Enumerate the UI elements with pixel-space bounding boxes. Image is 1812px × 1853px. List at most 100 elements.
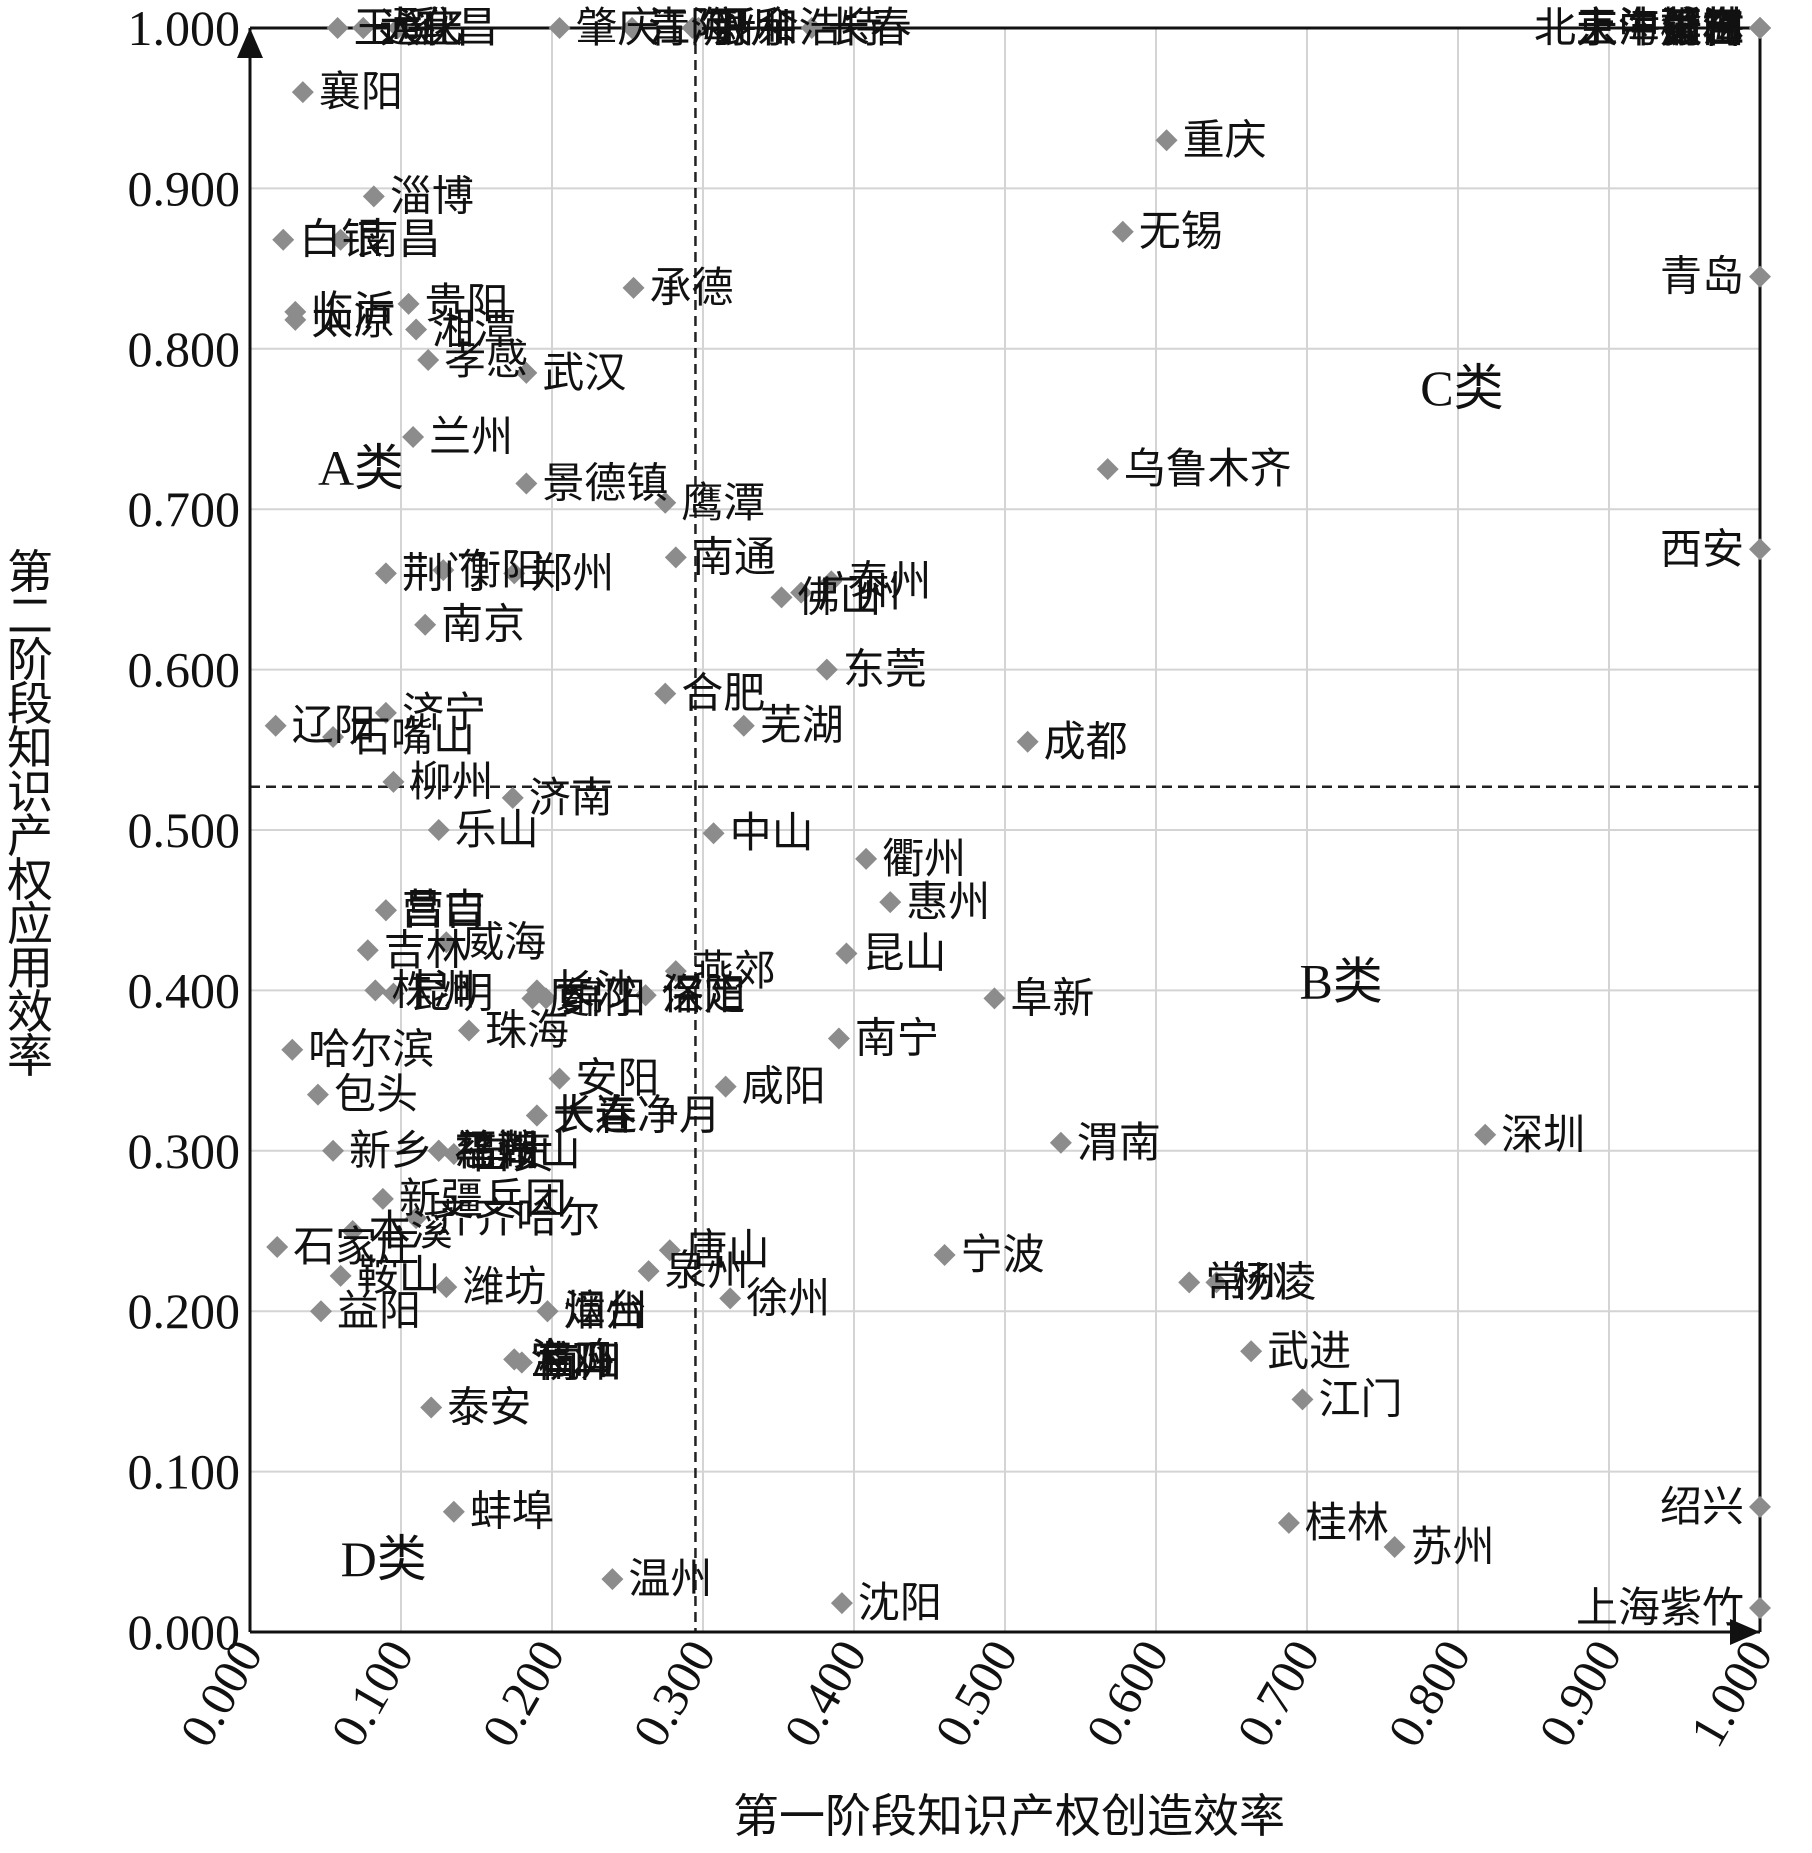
- data-point: [521, 987, 544, 1010]
- point-label: 乌鲁木齐: [1124, 444, 1292, 493]
- point-label: 烟台: [563, 1286, 647, 1335]
- point-label: 阜新: [1010, 973, 1094, 1022]
- point-label: 燕郊: [692, 946, 776, 995]
- data-point: [827, 1027, 850, 1050]
- x-tick-label: 0.400: [773, 1631, 878, 1756]
- y-tick-label: 0.500: [128, 802, 241, 858]
- data-point: [830, 1592, 853, 1615]
- data-point: [536, 1300, 559, 1323]
- point-label: 郑州: [530, 548, 614, 597]
- point-label: 淄博: [390, 171, 474, 220]
- point-label: 大庆: [379, 3, 463, 52]
- data-point: [790, 581, 813, 604]
- data-point: [266, 1236, 289, 1259]
- y-axis-title-char: 产: [7, 809, 53, 863]
- point-label: 昆山: [862, 929, 946, 978]
- point-label: 昆明: [409, 969, 493, 1018]
- point-label: 哈尔滨: [308, 1025, 434, 1074]
- point-label: 延吉: [1660, 3, 1744, 52]
- point-label: 本溪: [369, 1206, 453, 1255]
- point-label: 绍兴: [1660, 1482, 1744, 1531]
- point-label: 益阳: [337, 1286, 421, 1335]
- region-label: B类: [1299, 953, 1382, 1009]
- data-point: [386, 17, 409, 39]
- data-point: [719, 1287, 742, 1310]
- point-label: 南宁: [855, 1014, 939, 1063]
- point-label: 芜湖: [760, 701, 844, 750]
- y-axis-title-char: 阶: [7, 633, 53, 687]
- point-label: 慈湖: [455, 1126, 539, 1175]
- point-label: 南通: [692, 532, 776, 581]
- point-label: 新余: [714, 3, 798, 52]
- y-tick-label: 0.000: [128, 1604, 241, 1660]
- point-label: 湘潭: [432, 305, 516, 354]
- y-axis-title-char: 应: [7, 897, 53, 951]
- y-tick-label: 0.100: [128, 1444, 241, 1500]
- point-label: 武进: [1267, 1326, 1351, 1375]
- y-axis-title-char: 识: [7, 765, 53, 819]
- data-point: [435, 1276, 458, 1299]
- data-point: [622, 276, 645, 299]
- data-point: [382, 770, 405, 793]
- data-point: [356, 939, 379, 962]
- point-label: 莆田: [1660, 3, 1744, 52]
- point-label: 海口: [530, 1334, 614, 1383]
- point-label: 杭州: [538, 1338, 622, 1387]
- data-point: [374, 562, 397, 585]
- y-tick-label: 0.200: [128, 1283, 241, 1339]
- threshold-lines: [250, 28, 1760, 1632]
- data-point: [306, 1083, 329, 1106]
- data-point: [503, 1348, 526, 1371]
- point-label: 西安: [1660, 524, 1744, 573]
- point-label: 洛阳: [662, 970, 746, 1019]
- data-point: [515, 361, 538, 384]
- point-label: 衢州: [882, 834, 966, 883]
- data-point: [322, 725, 345, 748]
- point-label: 新疆兵团: [399, 1174, 567, 1223]
- data-point: [1111, 220, 1134, 243]
- data-point: [397, 292, 420, 315]
- y-axis-title-char: 用: [7, 941, 53, 995]
- point-label: 威海: [462, 917, 546, 966]
- point-label: 乐山: [455, 805, 539, 854]
- point-label: 马鞍山: [455, 1126, 581, 1175]
- y-tick-label: 0.400: [128, 962, 241, 1018]
- data-point: [405, 1207, 428, 1230]
- point-label: 临沂: [311, 287, 395, 336]
- x-tick-label: 1.000: [1679, 1631, 1784, 1756]
- point-label: 安阳: [576, 1054, 660, 1103]
- data-point: [329, 228, 352, 251]
- data-point: [664, 960, 687, 983]
- data-point: [442, 1500, 465, 1523]
- data-point: [1205, 1271, 1228, 1294]
- y-axis-arrow: [237, 28, 263, 58]
- point-label: 渭南: [1077, 1118, 1161, 1167]
- y-axis-title-char: 段: [7, 677, 53, 731]
- point-label: 南京: [441, 600, 525, 649]
- point-label: 合肥: [681, 669, 765, 718]
- point-label: 济南: [529, 773, 613, 822]
- point-label: 咸阳: [742, 1062, 826, 1111]
- point-label: 成都: [1044, 717, 1128, 766]
- y-tick-label: 0.600: [128, 642, 241, 698]
- y-tick-label: 0.700: [128, 481, 241, 537]
- point-label: 常州: [1205, 1257, 1289, 1306]
- point-label: 新乡: [349, 1126, 433, 1175]
- x-tick-label: 0.200: [471, 1631, 576, 1756]
- point-label: 兰州: [429, 412, 513, 461]
- point-label: 上海张江: [1576, 3, 1744, 52]
- data-point: [1096, 458, 1119, 481]
- point-label: 唐山: [686, 1225, 770, 1274]
- point-label: 杨凌: [1232, 1257, 1316, 1306]
- grid-lines: [250, 28, 1760, 1632]
- data-point: [654, 491, 677, 514]
- point-label: 株洲: [391, 965, 475, 1014]
- x-tick-label: 0.600: [1075, 1631, 1180, 1756]
- data-point: [427, 819, 450, 841]
- point-label: 石家庄: [293, 1222, 419, 1271]
- point-label: 长沙: [553, 965, 637, 1014]
- data-point: [322, 1139, 345, 1162]
- point-label: 柳州: [409, 757, 493, 806]
- data-point: [291, 81, 314, 104]
- data-point: [515, 472, 538, 495]
